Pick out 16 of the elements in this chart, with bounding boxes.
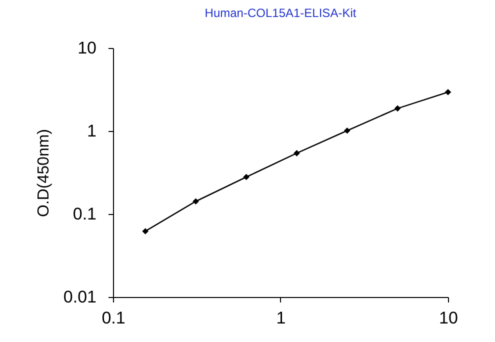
point (243, 174, 250, 180)
point (394, 105, 401, 112)
chart-title: Human-COL15A1-ELISA-Kit (204, 6, 357, 20)
x-tick-label: 10 (439, 308, 458, 328)
point (142, 228, 149, 234)
y-tick-label: 1 (87, 122, 96, 140)
y-tick-label: 10 (78, 38, 96, 58)
y-axis-title: O.D(450nm) (35, 128, 52, 218)
x-tick-label: 1 (276, 308, 286, 328)
point (444, 88, 452, 96)
x-tick-label: 0.1 (102, 308, 126, 328)
y-tick-label: 0.01 (63, 288, 96, 306)
y-tick-label: 0.1 (72, 204, 96, 224)
point (192, 198, 199, 205)
point (294, 150, 300, 156)
point (344, 127, 350, 134)
